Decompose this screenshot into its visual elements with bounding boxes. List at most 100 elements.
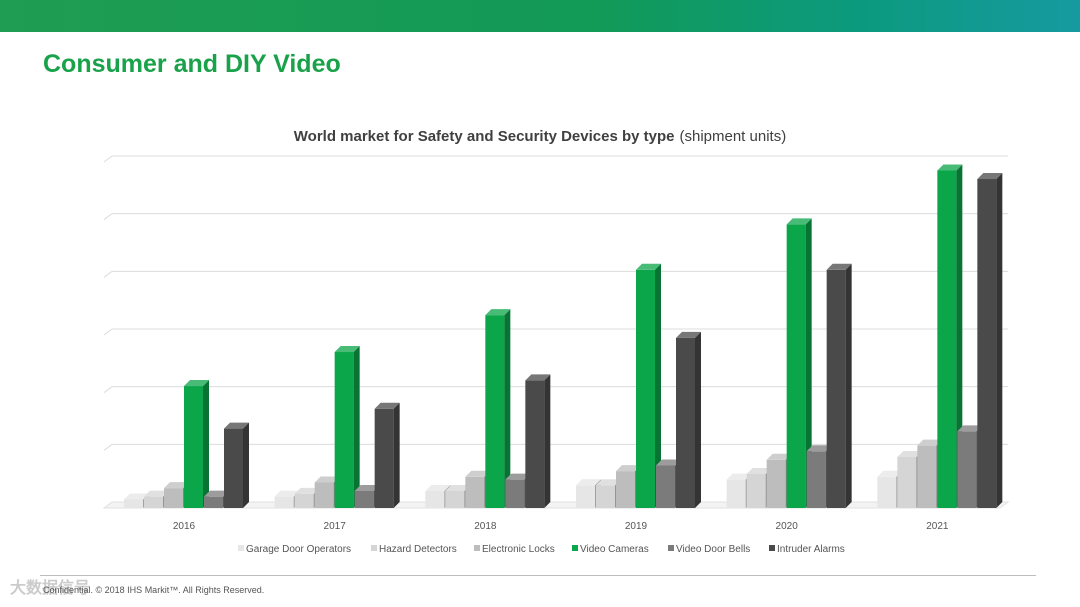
bar-front	[124, 499, 143, 508]
legend-label: Video Door Bells	[676, 544, 750, 555]
bar-top	[425, 484, 451, 491]
bar-front	[354, 490, 374, 508]
legend-label: Intruder Alarms	[777, 544, 845, 555]
bar-side	[243, 422, 249, 508]
bar-top	[957, 425, 983, 432]
footer-divider	[40, 575, 1036, 576]
bar-top	[656, 459, 681, 466]
gridline-depth	[103, 213, 113, 221]
bar-front	[676, 337, 695, 508]
bar	[786, 218, 812, 509]
bar-side	[393, 402, 400, 508]
bar-top	[374, 402, 400, 409]
bar-front	[465, 476, 485, 508]
bar-front	[826, 269, 846, 508]
bar-top	[917, 439, 943, 446]
bar-top	[977, 173, 1003, 180]
bar	[184, 380, 209, 508]
bar-front	[977, 179, 997, 508]
slide-title: Consumer and DIY Video	[43, 50, 341, 78]
bar-side	[956, 164, 963, 509]
x-tick-label: 2018	[474, 521, 497, 532]
legend-swatch	[572, 545, 578, 551]
bar	[334, 346, 360, 508]
legend-item: Video Door Bells	[668, 544, 750, 555]
bar-front	[164, 488, 183, 508]
bar-top	[877, 470, 903, 477]
bar-top	[294, 487, 320, 494]
x-tick-label: 2019	[625, 521, 648, 532]
legend-label: Video Cameras	[580, 544, 649, 555]
bar-top	[937, 164, 963, 171]
bar-top	[676, 331, 701, 338]
bars	[124, 164, 1003, 509]
bar-front	[786, 224, 806, 509]
bar-top	[184, 380, 209, 387]
bar-top	[124, 493, 149, 500]
x-axis-ticks: 2016 2017 2018 2019 2020 2021	[173, 521, 949, 532]
bar-side	[996, 173, 1003, 508]
bar-front	[224, 428, 243, 508]
bar-top	[806, 445, 832, 452]
legend-item: Garage Door Operators	[238, 544, 351, 555]
legend-item: Video Cameras	[572, 544, 649, 555]
x-tick-label: 2017	[324, 521, 347, 532]
bar	[937, 164, 963, 509]
bar-top	[766, 453, 792, 460]
legend-item: Electronic Locks	[474, 544, 555, 555]
bar-side	[504, 309, 511, 508]
bar-front	[917, 445, 937, 508]
bar-front	[425, 490, 445, 508]
bar-top	[224, 422, 249, 429]
bar-front	[596, 485, 615, 508]
gridline-depth	[103, 155, 113, 163]
x-tick-label: 2020	[776, 521, 799, 532]
bar-front	[937, 170, 957, 509]
legend: Garage Door Operators Hazard Detectors Ele…	[238, 544, 845, 555]
bar-front	[746, 473, 766, 508]
legend-label: Hazard Detectors	[379, 544, 457, 555]
bar-top	[204, 490, 229, 497]
bar-top	[726, 473, 752, 480]
bar-front	[485, 315, 505, 508]
bar-top	[164, 482, 189, 489]
watermark: 大数据信号	[10, 580, 91, 597]
bar-side	[655, 263, 661, 508]
bar-front	[204, 496, 223, 508]
bar-front	[374, 408, 394, 508]
bar-side	[544, 374, 551, 508]
x-tick-label: 2021	[926, 521, 949, 532]
header-band	[0, 0, 1080, 32]
x-tick-label: 2016	[173, 521, 196, 532]
bar-front	[766, 459, 786, 508]
bar-front	[636, 269, 655, 508]
legend-swatch	[769, 545, 775, 551]
gridline-depth	[103, 443, 113, 451]
bar-front	[445, 490, 465, 508]
bar-front	[184, 386, 203, 508]
bar-front	[806, 451, 826, 508]
footer-text: Confidential. © 2018 IHS Markit™. All Ri…	[43, 585, 265, 595]
bar-front	[877, 476, 897, 508]
bar-top	[445, 484, 471, 491]
bar-top	[485, 309, 511, 316]
bar-side	[203, 380, 209, 508]
gridline-depth	[103, 328, 113, 336]
bar	[374, 402, 400, 508]
bar-front	[897, 456, 917, 508]
bar	[977, 173, 1003, 508]
bar-top	[334, 346, 360, 353]
bar	[676, 331, 701, 508]
bar-top	[354, 484, 380, 491]
bar-front	[274, 496, 294, 508]
bar-side	[805, 218, 812, 509]
legend-swatch	[238, 545, 244, 551]
legend-label: Garage Door Operators	[246, 544, 351, 555]
bar-top	[596, 479, 621, 486]
bar-front	[957, 431, 977, 508]
bar-top	[576, 479, 601, 486]
legend-item: Intruder Alarms	[769, 544, 845, 555]
bar-front	[616, 471, 635, 508]
bar-top	[314, 476, 340, 483]
legend-swatch	[371, 545, 377, 551]
